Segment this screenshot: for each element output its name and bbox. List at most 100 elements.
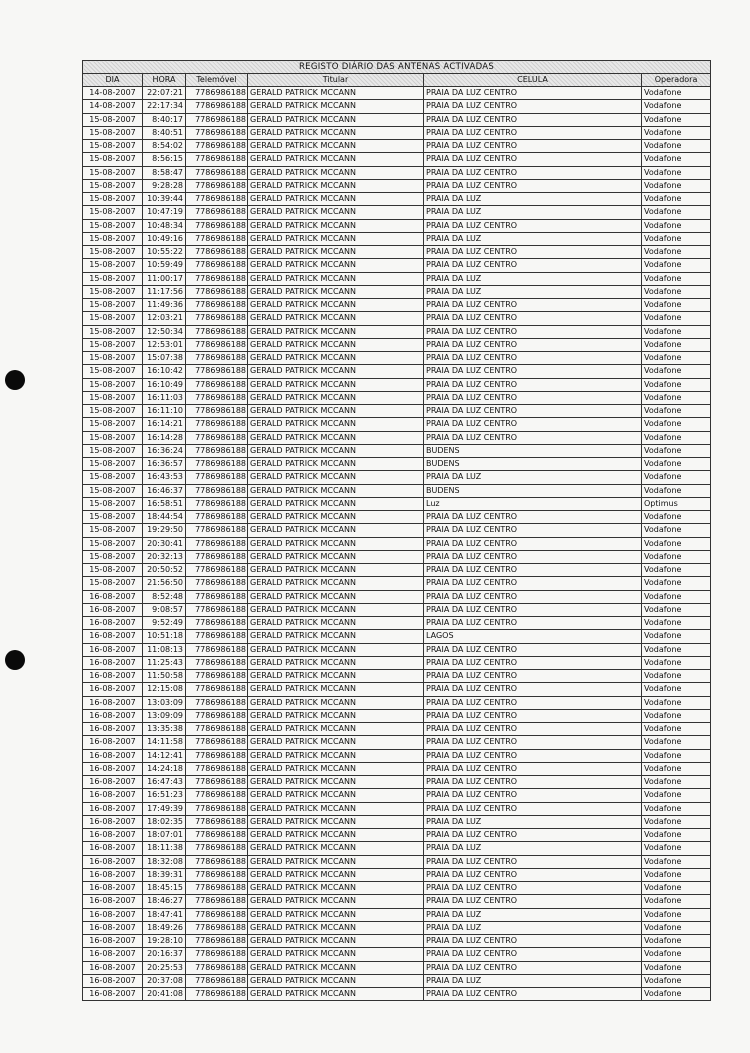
- cell-titular: GERALD PATRICK MCCANN: [247, 271, 424, 286]
- cell-operadora: Vodafone: [640, 867, 712, 883]
- cell-dia: 16-08-2007: [82, 801, 143, 816]
- cell-operadora: Vodafone: [640, 761, 712, 777]
- cell-telemovel: 7786986188: [185, 841, 248, 856]
- cell-hora: 20:25:53: [142, 960, 186, 975]
- cell-dia: 15-08-2007: [82, 390, 143, 406]
- cell-titular: GERALD PATRICK MCCANN: [247, 841, 424, 856]
- cell-celula: PRAIA DA LUZ CENTRO: [423, 112, 642, 127]
- cell-celula: PRAIA DA LUZ: [423, 191, 642, 207]
- cell-hora: 10:47:19: [142, 205, 186, 220]
- cell-dia: 16-08-2007: [82, 774, 143, 790]
- cell-telemovel: 7786986188: [185, 721, 248, 737]
- cell-operadora: Vodafone: [640, 801, 712, 816]
- cell-hora: 11:17:56: [142, 284, 186, 300]
- cell-celula: PRAIA DA LUZ CENTRO: [423, 125, 642, 141]
- cell-telemovel: 7786986188: [185, 894, 248, 909]
- cell-titular: GERALD PATRICK MCCANN: [247, 523, 424, 538]
- cell-dia: 16-08-2007: [82, 602, 143, 618]
- cell-hora: 16:14:21: [142, 417, 186, 432]
- cell-celula: PRAIA DA LUZ CENTRO: [423, 655, 642, 671]
- cell-operadora: Vodafone: [640, 894, 712, 909]
- cell-hora: 8:40:17: [142, 112, 186, 127]
- cell-telemovel: 7786986188: [185, 986, 248, 1002]
- table-row: 16-08-2007 16:47:43 7786986188 GERALD PATRI…: [82, 774, 712, 790]
- cell-hora: 12:53:01: [142, 337, 186, 353]
- cell-hora: 20:30:41: [142, 536, 186, 551]
- cell-dia: 15-08-2007: [82, 258, 143, 273]
- cell-operadora: Vodafone: [640, 748, 712, 763]
- cell-operadora: Vodafone: [640, 721, 712, 737]
- table-row: 15-08-2007 20:50:52 7786986188 GERALD PATRI…: [82, 562, 712, 578]
- cell-hora: 16:47:43: [142, 774, 186, 790]
- cell-titular: GERALD PATRICK MCCANN: [247, 178, 424, 194]
- cell-dia: 16-08-2007: [82, 642, 143, 657]
- cell-operadora: Vodafone: [640, 973, 712, 989]
- cell-hora: 10:51:18: [142, 629, 186, 644]
- cell-titular: GERALD PATRICK MCCANN: [247, 907, 424, 922]
- cell-hora: 10:55:22: [142, 244, 186, 260]
- table-row: 15-08-2007 10:39:44 7786986188 GERALD PATRI…: [82, 191, 712, 207]
- cell-operadora: Vodafone: [640, 615, 712, 631]
- cell-titular: GERALD PATRICK MCCANN: [247, 642, 424, 657]
- cell-operadora: Vodafone: [640, 297, 712, 313]
- cell-hora: 18:49:26: [142, 920, 186, 936]
- header-titular: Titular: [247, 73, 424, 87]
- cell-titular: GERALD PATRICK MCCANN: [247, 496, 424, 512]
- cell-operadora: Vodafone: [640, 403, 712, 419]
- cell-telemovel: 7786986188: [185, 456, 248, 472]
- table-row: 15-08-2007 10:59:49 7786986188 GERALD PATRI…: [82, 258, 712, 273]
- cell-telemovel: 7786986188: [185, 642, 248, 657]
- cell-celula: PRAIA DA LUZ CENTRO: [423, 589, 642, 604]
- cell-hora: 13:35:38: [142, 721, 186, 737]
- cell-telemovel: 7786986188: [185, 125, 248, 141]
- cell-celula: PRAIA DA LUZ CENTRO: [423, 297, 642, 313]
- cell-telemovel: 7786986188: [185, 496, 248, 512]
- cell-hora: 13:03:09: [142, 695, 186, 710]
- cell-telemovel: 7786986188: [185, 138, 248, 154]
- cell-celula: PRAIA DA LUZ CENTRO: [423, 761, 642, 777]
- cell-celula: PRAIA DA LUZ CENTRO: [423, 350, 642, 366]
- cell-telemovel: 7786986188: [185, 403, 248, 419]
- cell-hora: 18:39:31: [142, 867, 186, 883]
- cell-operadora: Vodafone: [640, 933, 712, 949]
- cell-titular: GERALD PATRICK MCCANN: [247, 191, 424, 207]
- table-row: 16-08-2007 17:49:39 7786986188 GERALD PATRI…: [82, 801, 712, 816]
- cell-telemovel: 7786986188: [185, 536, 248, 551]
- cell-operadora: Vodafone: [640, 112, 712, 127]
- punch-hole: [5, 650, 25, 670]
- cell-titular: GERALD PATRICK MCCANN: [247, 430, 424, 445]
- cell-celula: PRAIA DA LUZ CENTRO: [423, 509, 642, 525]
- cell-celula: PRAIA DA LUZ CENTRO: [423, 986, 642, 1002]
- cell-telemovel: 7786986188: [185, 682, 248, 697]
- header-operadora: Operadora: [640, 73, 712, 87]
- cell-dia: 16-08-2007: [82, 986, 143, 1002]
- cell-dia: 16-08-2007: [82, 814, 143, 830]
- cell-dia: 16-08-2007: [82, 721, 143, 737]
- cell-telemovel: 7786986188: [185, 337, 248, 353]
- cell-dia: 15-08-2007: [82, 523, 143, 538]
- cell-telemovel: 7786986188: [185, 112, 248, 127]
- cell-hora: 9:28:28: [142, 178, 186, 194]
- table-row: 15-08-2007 12:50:34 7786986188 GERALD PATRI…: [82, 324, 712, 339]
- cell-telemovel: 7786986188: [185, 417, 248, 432]
- cell-telemovel: 7786986188: [185, 271, 248, 286]
- cell-hora: 16:51:23: [142, 788, 186, 803]
- cell-dia: 16-08-2007: [82, 841, 143, 856]
- cell-telemovel: 7786986188: [185, 152, 248, 167]
- table-row: 15-08-2007 16:36:57 7786986188 GERALD PATRI…: [82, 456, 712, 472]
- cell-dia: 16-08-2007: [82, 682, 143, 697]
- cell-titular: GERALD PATRICK MCCANN: [247, 695, 424, 710]
- cell-dia: 15-08-2007: [82, 191, 143, 207]
- table-row: 15-08-2007 8:54:02 7786986188 GERALD PATRIC…: [82, 138, 712, 154]
- cell-celula: PRAIA DA LUZ CENTRO: [423, 364, 642, 379]
- cell-telemovel: 7786986188: [185, 244, 248, 260]
- cell-celula: PRAIA DA LUZ CENTRO: [423, 576, 642, 591]
- cell-operadora: Vodafone: [640, 390, 712, 406]
- table-row: 15-08-2007 8:58:47 7786986188 GERALD PATRIC…: [82, 165, 712, 180]
- cell-dia: 15-08-2007: [82, 470, 143, 485]
- cell-titular: GERALD PATRICK MCCANN: [247, 218, 424, 233]
- table-row: 16-08-2007 18:07:01 7786986188 GERALD PATRI…: [82, 827, 712, 843]
- cell-titular: GERALD PATRICK MCCANN: [247, 735, 424, 750]
- table-row: 16-08-2007 18:45:15 7786986188 GERALD PATRI…: [82, 880, 712, 896]
- cell-telemovel: 7786986188: [185, 629, 248, 644]
